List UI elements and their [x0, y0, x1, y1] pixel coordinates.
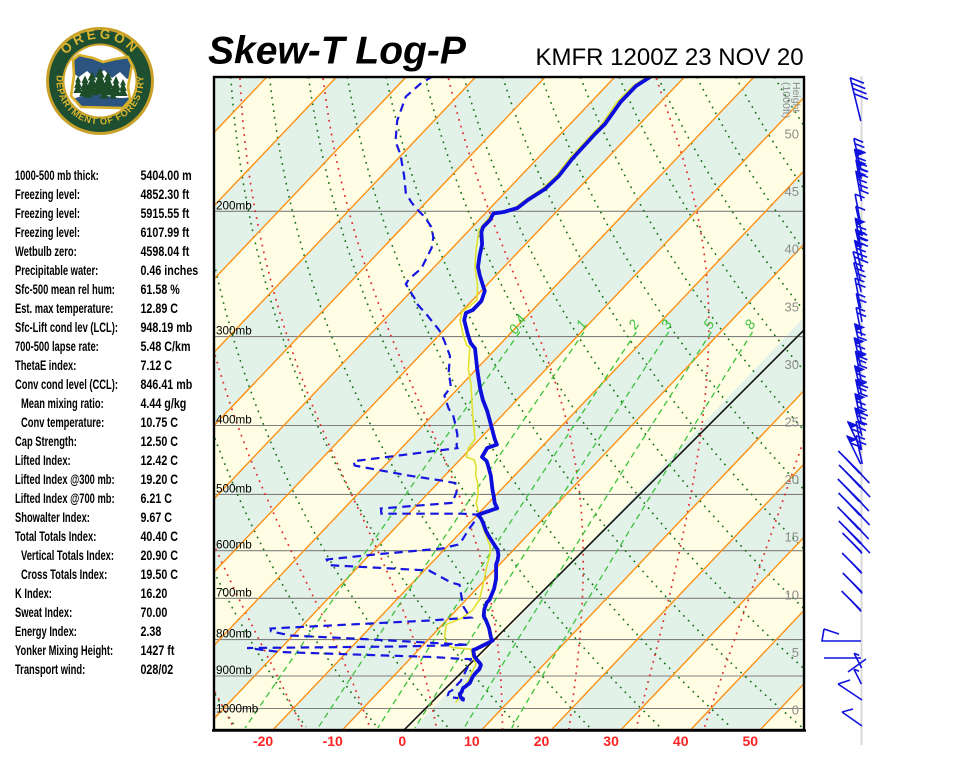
svg-text:40: 40 [673, 733, 689, 749]
svg-text:10.75 C: 10.75 C [140, 415, 178, 430]
svg-text:(1000ft): (1000ft) [780, 82, 792, 118]
svg-text:Sweat Index:: Sweat Index: [15, 607, 72, 621]
svg-text:-20: -20 [253, 733, 273, 749]
svg-text:45: 45 [785, 184, 799, 199]
svg-text:K Index:: K Index: [15, 588, 52, 602]
svg-text:Freezing level:: Freezing level: [15, 208, 80, 222]
svg-text:12.89 C: 12.89 C [140, 301, 178, 316]
svg-text:70.00: 70.00 [140, 605, 167, 620]
svg-text:-10: -10 [323, 733, 343, 749]
svg-text:4852.30 ft: 4852.30 ft [140, 187, 189, 202]
svg-text:Height: Height [790, 82, 802, 112]
svg-text:61.58 %: 61.58 % [140, 282, 179, 297]
svg-text:40: 40 [785, 242, 799, 257]
svg-text:12.50 C: 12.50 C [140, 434, 178, 449]
svg-text:Freezing level:: Freezing level: [15, 189, 80, 203]
svg-text:35: 35 [785, 299, 799, 314]
svg-text:1000mb: 1000mb [216, 703, 259, 716]
svg-text:1427 ft: 1427 ft [140, 643, 174, 658]
svg-text:200mb: 200mb [216, 199, 252, 212]
svg-text:300mb: 300mb [216, 325, 252, 338]
svg-text:Showalter Index:: Showalter Index: [15, 512, 90, 526]
svg-text:900mb: 900mb [216, 664, 252, 677]
svg-text:846.41 mb: 846.41 mb [140, 377, 192, 392]
svg-text:5404.00 m: 5404.00 m [140, 168, 191, 183]
svg-text:Yonker Mixing Height:: Yonker Mixing Height: [15, 645, 113, 659]
svg-text:600mb: 600mb [216, 539, 252, 552]
svg-text:20.90 C: 20.90 C [140, 548, 178, 563]
svg-text:Lifted Index @300 mb:: Lifted Index @300 mb: [15, 474, 115, 488]
svg-text:16.20: 16.20 [140, 586, 167, 601]
svg-text:50: 50 [785, 127, 799, 142]
svg-text:Total Totals Index:: Total Totals Index: [15, 531, 96, 545]
svg-text:Sfc-Lift cond lev (LCL):: Sfc-Lift cond lev (LCL): [15, 322, 118, 336]
svg-text:5.48 C/km: 5.48 C/km [140, 339, 190, 354]
svg-text:028/02: 028/02 [140, 662, 173, 677]
svg-text:25: 25 [785, 415, 799, 430]
svg-text:4.44 g/kg: 4.44 g/kg [140, 396, 186, 411]
svg-text:1000-500 mb thick:: 1000-500 mb thick: [15, 170, 99, 184]
svg-text:Wetbulb zero:: Wetbulb zero: [15, 246, 77, 260]
svg-text:Cross Totals Index:: Cross Totals Index: [21, 569, 107, 583]
svg-text:Skew-T Log-P: Skew-T Log-P [208, 30, 467, 73]
svg-text:Est. max temperature:: Est. max temperature: [15, 303, 113, 317]
svg-text:9.67 C: 9.67 C [140, 510, 172, 525]
svg-text:19.20 C: 19.20 C [140, 472, 178, 487]
svg-text:40.40 C: 40.40 C [140, 529, 178, 544]
svg-text:5915.55 ft: 5915.55 ft [140, 206, 189, 221]
svg-text:7.12 C: 7.12 C [140, 358, 172, 373]
svg-text:10: 10 [785, 587, 799, 602]
svg-text:Energy Index:: Energy Index: [15, 626, 77, 640]
svg-text:0.46 inches: 0.46 inches [140, 263, 198, 278]
svg-text:30: 30 [785, 357, 799, 372]
svg-text:400mb: 400mb [216, 414, 252, 427]
svg-text:30: 30 [603, 733, 619, 749]
svg-text:ThetaE index:: ThetaE index: [15, 360, 76, 374]
svg-text:50: 50 [743, 733, 759, 749]
svg-text:Mean mixing ratio:: Mean mixing ratio: [21, 398, 104, 412]
svg-text:20: 20 [534, 733, 550, 749]
svg-text:Cap Strength:: Cap Strength: [15, 436, 77, 450]
svg-text:Transport wind:: Transport wind: [15, 664, 85, 678]
svg-text:Conv cond level (CCL):: Conv cond level (CCL): [15, 379, 118, 393]
svg-text:4598.04 ft: 4598.04 ft [140, 244, 189, 259]
svg-text:Precipitable water:: Precipitable water: [15, 265, 98, 279]
svg-text:20: 20 [785, 472, 799, 487]
svg-text:KMFR 1200Z 23 NOV 20: KMFR 1200Z 23 NOV 20 [536, 44, 804, 71]
svg-text:700-500 lapse rate:: 700-500 lapse rate: [15, 341, 99, 355]
svg-text:0: 0 [792, 703, 799, 718]
svg-text:800mb: 800mb [216, 628, 252, 641]
svg-text:5: 5 [792, 645, 799, 660]
svg-text:500mb: 500mb [216, 482, 252, 495]
svg-text:Vertical Totals Index:: Vertical Totals Index: [21, 550, 114, 564]
svg-text:10: 10 [464, 733, 480, 749]
svg-text:6.21 C: 6.21 C [140, 491, 172, 506]
svg-text:12.42 C: 12.42 C [140, 453, 178, 468]
svg-text:Lifted Index @700 mb:: Lifted Index @700 mb: [15, 493, 115, 507]
svg-text:700mb: 700mb [216, 586, 252, 599]
svg-text:948.19 mb: 948.19 mb [140, 320, 192, 335]
svg-text:6107.99 ft: 6107.99 ft [140, 225, 189, 240]
svg-text:15: 15 [785, 530, 799, 545]
svg-text:Sfc-500 mean rel hum:: Sfc-500 mean rel hum: [15, 284, 115, 298]
svg-text:19.50 C: 19.50 C [140, 567, 178, 582]
svg-text:Conv temperature:: Conv temperature: [21, 417, 104, 431]
svg-text:0: 0 [398, 733, 406, 749]
svg-text:2.38: 2.38 [140, 624, 161, 639]
svg-text:Freezing level:: Freezing level: [15, 227, 80, 241]
svg-text:Lifted Index:: Lifted Index: [15, 455, 71, 469]
